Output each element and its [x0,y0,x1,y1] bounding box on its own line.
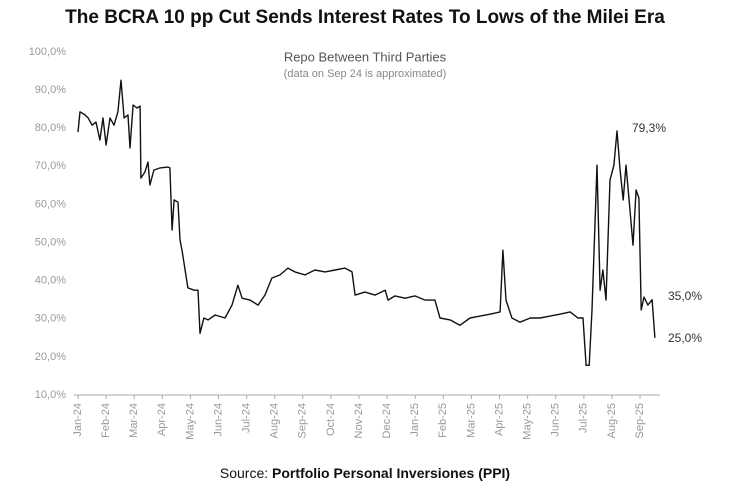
source-label: Source: [220,465,268,481]
chart-title: The BCRA 10 pp Cut Sends Interest Rates … [65,7,665,28]
x-tick-label: Sep-24 [297,403,309,438]
x-tick-label: Aug-25 [606,403,618,438]
x-tick-label: Feb-24 [100,403,112,438]
x-tick-label: Jul-25 [578,403,590,433]
y-tick-label: 60,0% [35,198,66,210]
x-tick-label: Jun-24 [212,403,224,437]
x-tick-label: May-25 [522,403,534,440]
line-series [77,79,656,366]
x-tick-label: Mar-25 [465,403,477,438]
chart-note: (data on Sep 24 is approximated) [284,68,447,80]
annotation: 79,3% [632,121,666,135]
x-tick-label: Feb-25 [437,403,449,438]
x-tick-label: Mar-24 [128,403,140,438]
y-tick-label: 80,0% [35,122,66,134]
y-tick-label: 10,0% [35,389,66,401]
source-name: Portfolio Personal Inversiones (PPI) [272,465,510,481]
chart-subtitle: Repo Between Third Parties [284,49,447,64]
x-tick-label: Nov-24 [353,403,365,438]
x-tick-label: Oct-24 [325,403,337,436]
y-tick-label: 40,0% [35,275,66,287]
y-tick-label: 30,0% [35,313,66,325]
x-tick-label: Dec-24 [381,403,393,438]
y-tick-label: 100,0% [29,46,67,58]
x-tick-label: Apr-25 [493,403,505,436]
x-tick-label: Jan-24 [72,403,84,437]
annotation: 25,0% [668,331,702,345]
x-tick-label: Jun-25 [550,403,562,437]
x-tick-label: Aug-24 [269,403,281,438]
x-tick-label: Apr-24 [156,403,168,436]
annotation: 35,0% [668,289,702,303]
y-tick-label: 70,0% [35,160,66,172]
source: Source: Portfolio Personal Inversiones (… [220,465,510,481]
x-tick-label: Sep-25 [634,403,646,438]
y-tick-label: 50,0% [35,236,66,248]
x-tick-label: Jul-24 [241,403,253,433]
x-tick-label: May-24 [184,403,196,440]
y-tick-label: 20,0% [35,351,66,363]
x-tick-label: Jan-25 [409,403,421,437]
y-tick-label: 90,0% [35,84,66,96]
